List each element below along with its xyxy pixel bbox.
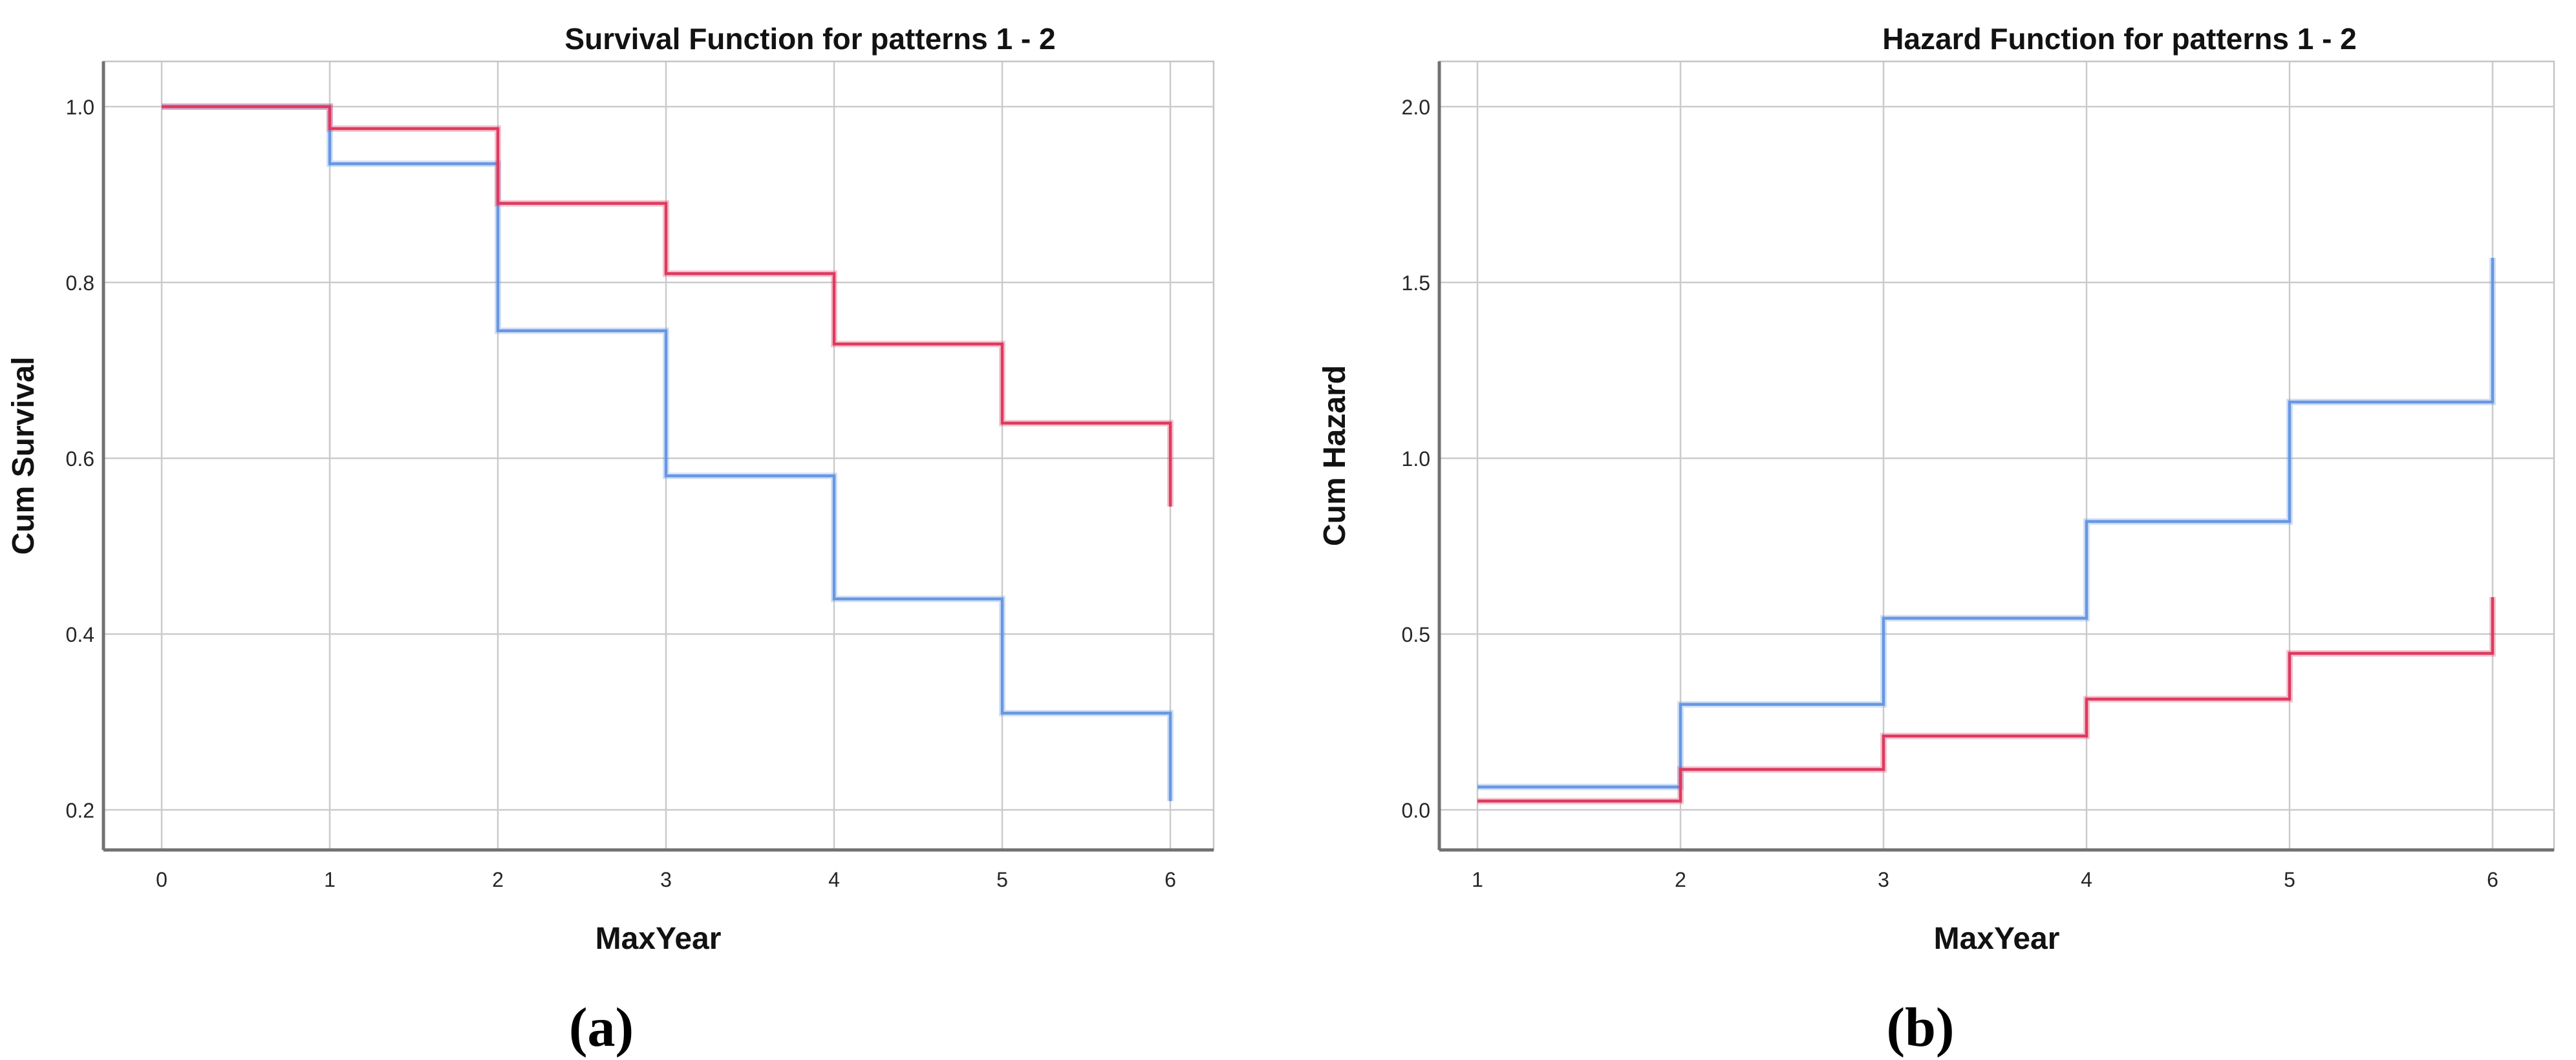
y-tick-label-0.5: 0.5 bbox=[1402, 623, 1430, 646]
y-tick-label-0.6: 0.6 bbox=[66, 447, 94, 471]
x-tick-label-2: 2 bbox=[1675, 868, 1686, 891]
x-tick-label-1: 1 bbox=[324, 868, 336, 891]
survival-chart-panel: 0 1 2 3 4 5 6 0.2 0.4 0.6 0.8 1.0 Survival Functio… bbox=[6, 22, 1215, 1058]
y-tick-label-1.0: 1.0 bbox=[1402, 447, 1430, 471]
x-tick-label-6: 6 bbox=[2487, 868, 2498, 891]
y-tick-label-1.0: 1.0 bbox=[66, 96, 94, 119]
hazard-x-axis-title: MaxYear bbox=[1934, 922, 2060, 956]
y-tick-label-0.2: 0.2 bbox=[66, 799, 94, 822]
hazard-y-axis-title: Cum Hazard bbox=[1318, 365, 1352, 546]
hazard-x-tick-labels: 1 2 3 4 5 6 bbox=[1472, 868, 2498, 891]
series-blue-halo bbox=[1477, 257, 2496, 790]
hazard-chart-panel: 1 2 3 4 5 6 0.0 0.5 1.0 1.5 2.0 Hazard Function f… bbox=[1318, 22, 2555, 1058]
y-tick-label-0.0: 0.0 bbox=[1402, 799, 1430, 822]
x-tick-label-3: 3 bbox=[660, 868, 672, 891]
series-blue-line bbox=[1477, 257, 2495, 789]
survival-series-group bbox=[162, 103, 1174, 801]
series-red-line bbox=[162, 105, 1172, 507]
x-tick-label-4: 4 bbox=[828, 868, 840, 891]
survival-plot-frame bbox=[102, 60, 1215, 851]
panel-b-caption: (b) bbox=[1886, 996, 1954, 1058]
survival-chart-title: Survival Function for patterns 1 - 2 bbox=[564, 22, 1055, 56]
y-tick-label-2.0: 2.0 bbox=[1402, 96, 1430, 119]
hazard-series-group bbox=[1477, 257, 2496, 805]
hazard-gridlines bbox=[1439, 61, 2554, 850]
survival-y-tick-labels: 0.2 0.4 0.6 0.8 1.0 bbox=[66, 96, 94, 822]
x-tick-label-0: 0 bbox=[156, 868, 167, 891]
y-tick-label-0.4: 0.4 bbox=[66, 623, 94, 646]
hazard-chart-title: Hazard Function for patterns 1 - 2 bbox=[1882, 22, 2357, 56]
survival-y-axis-title: Cum Survival bbox=[6, 357, 41, 555]
survival-x-tick-labels: 0 1 2 3 4 5 6 bbox=[156, 868, 1176, 891]
series-red-line bbox=[1477, 597, 2495, 803]
y-tick-label-0.8: 0.8 bbox=[66, 271, 94, 295]
survival-gridlines bbox=[103, 61, 1214, 850]
x-tick-label-5: 5 bbox=[2284, 868, 2295, 891]
series-blue-line bbox=[162, 105, 1172, 801]
x-tick-label-2: 2 bbox=[492, 868, 504, 891]
hazard-plot-frame bbox=[1438, 60, 2555, 851]
series-red-halo bbox=[1477, 597, 2496, 805]
panel-a-caption: (a) bbox=[569, 996, 634, 1058]
x-tick-label-3: 3 bbox=[1878, 868, 1889, 891]
hazard-y-tick-labels: 0.0 0.5 1.0 1.5 2.0 bbox=[1402, 96, 1430, 822]
y-tick-label-1.5: 1.5 bbox=[1402, 271, 1430, 295]
x-tick-label-5: 5 bbox=[996, 868, 1008, 891]
x-tick-label-1: 1 bbox=[1472, 868, 1483, 891]
x-tick-label-6: 6 bbox=[1165, 868, 1176, 891]
survival-x-axis-title: MaxYear bbox=[596, 922, 722, 956]
x-tick-label-4: 4 bbox=[2081, 868, 2092, 891]
